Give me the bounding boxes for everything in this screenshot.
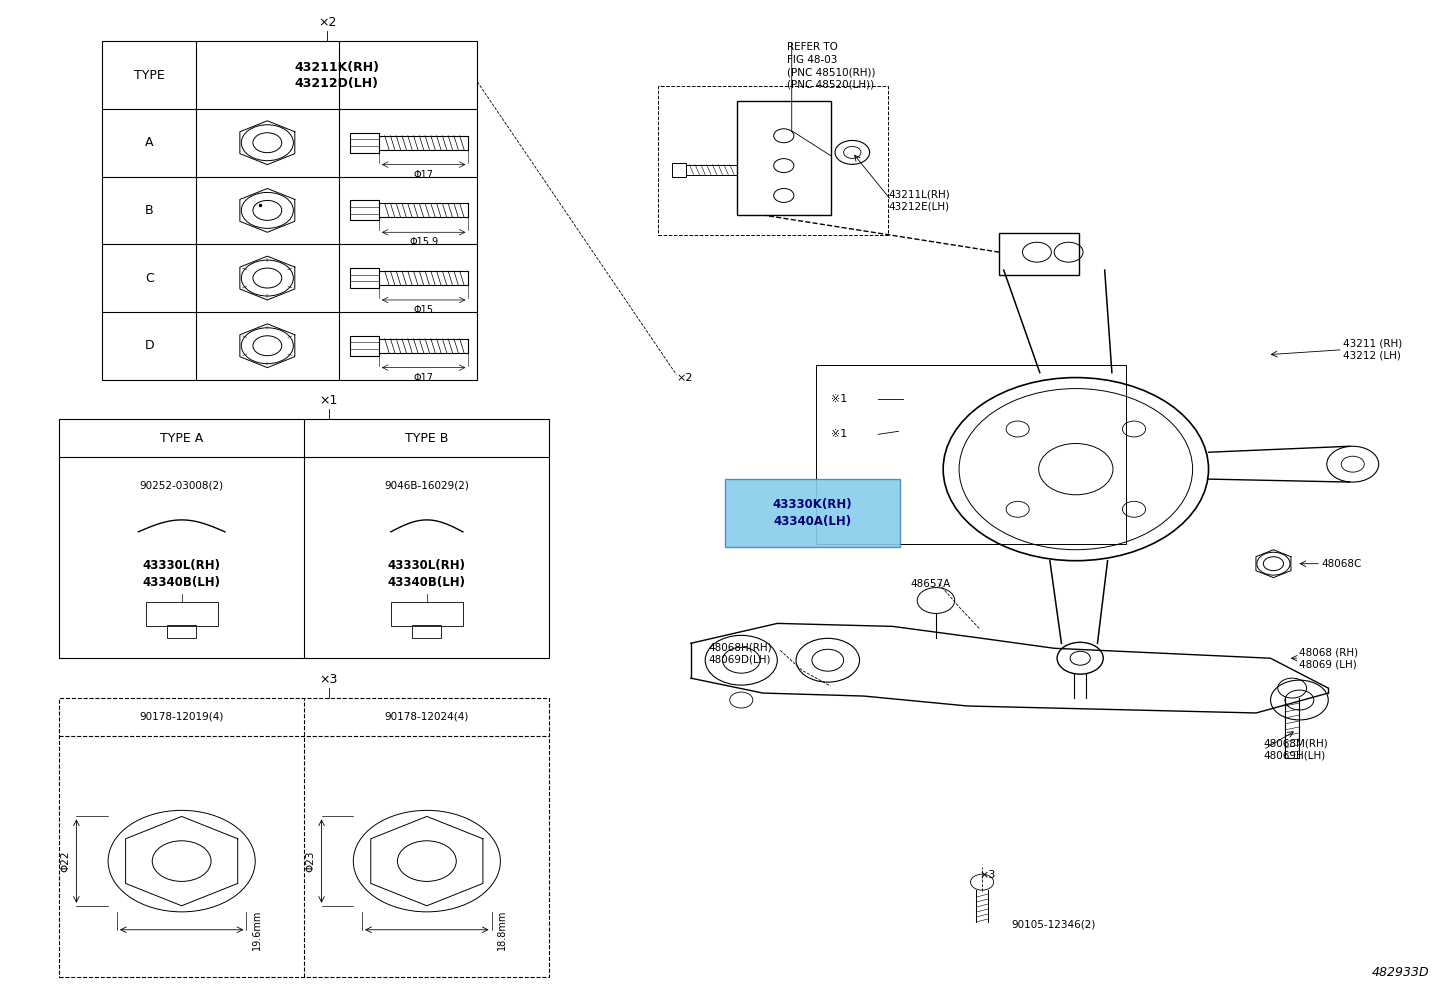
- Text: B: B: [144, 204, 153, 217]
- Bar: [59, 419, 549, 659]
- Text: C: C: [144, 271, 153, 284]
- Text: 9046B-16029(2): 9046B-16029(2): [384, 480, 470, 490]
- Text: 43211K(RH)
43212D(LH): 43211K(RH) 43212D(LH): [295, 61, 379, 90]
- Text: ※1: ※1: [831, 429, 847, 439]
- Text: 48068C: 48068C: [1321, 559, 1361, 569]
- Bar: [412, 626, 441, 639]
- Bar: [737, 101, 831, 216]
- Bar: [1000, 234, 1079, 275]
- Text: 90178-12019(4): 90178-12019(4): [140, 712, 224, 722]
- Text: A: A: [144, 136, 153, 150]
- Text: 43330K(RH)
43340A(LH): 43330K(RH) 43340A(LH): [773, 498, 853, 528]
- Bar: [390, 602, 462, 627]
- Bar: [350, 335, 379, 355]
- Text: TYPE B: TYPE B: [405, 432, 448, 445]
- Text: ※1: ※1: [831, 394, 847, 404]
- Text: 43330L(RH)
43340B(LH): 43330L(RH) 43340B(LH): [143, 559, 221, 589]
- Bar: [350, 268, 379, 288]
- Text: 48657A: 48657A: [910, 579, 951, 589]
- Text: 90252-03008(2): 90252-03008(2): [140, 480, 224, 490]
- Text: Φ17: Φ17: [413, 170, 434, 180]
- Text: Φ15.9: Φ15.9: [409, 238, 438, 248]
- Text: ×1: ×1: [319, 394, 338, 407]
- Text: TYPE: TYPE: [134, 69, 165, 82]
- Text: 482933D: 482933D: [1371, 966, 1429, 979]
- Text: 18.8mm: 18.8mm: [497, 909, 507, 950]
- Bar: [350, 201, 379, 221]
- Text: 48068H(RH)
48069D(LH): 48068H(RH) 48069D(LH): [708, 642, 772, 665]
- Text: 43211 (RH)
43212 (LH): 43211 (RH) 43212 (LH): [1342, 338, 1402, 361]
- Text: 90178-12024(4): 90178-12024(4): [384, 712, 470, 722]
- Text: Φ23: Φ23: [306, 850, 316, 872]
- Text: ×3: ×3: [980, 870, 996, 880]
- Text: 19.6mm: 19.6mm: [253, 909, 262, 950]
- Bar: [103, 41, 477, 379]
- Text: 43211L(RH)
43212E(LH): 43211L(RH) 43212E(LH): [889, 190, 951, 212]
- Text: REFER TO
FIG 48-03
(PNC 48510(RH))
(PNC 48520(LH)): REFER TO FIG 48-03 (PNC 48510(RH)) (PNC …: [788, 43, 876, 90]
- Text: 48068 (RH)
48069 (LH): 48068 (RH) 48069 (LH): [1299, 647, 1358, 670]
- Bar: [657, 86, 889, 236]
- Text: 90105-12346(2): 90105-12346(2): [1011, 920, 1095, 930]
- Text: Φ17: Φ17: [413, 372, 434, 382]
- Bar: [146, 602, 218, 627]
- Text: 43330L(RH)
43340B(LH): 43330L(RH) 43340B(LH): [387, 559, 465, 589]
- Text: ×2: ×2: [318, 16, 337, 29]
- Bar: [350, 133, 379, 153]
- Bar: [59, 698, 549, 977]
- Bar: [168, 626, 197, 639]
- Text: D: D: [144, 339, 155, 352]
- Text: ×3: ×3: [319, 673, 338, 686]
- Text: 48068M(RH)
48069H(LH): 48068M(RH) 48069H(LH): [1263, 739, 1328, 761]
- Text: ×2: ×2: [676, 372, 692, 382]
- Bar: [672, 163, 686, 177]
- Text: Φ22: Φ22: [61, 850, 71, 872]
- Text: TYPE A: TYPE A: [160, 432, 204, 445]
- Text: Φ15: Φ15: [413, 305, 434, 315]
- FancyBboxPatch shape: [725, 479, 900, 547]
- Bar: [816, 364, 1126, 544]
